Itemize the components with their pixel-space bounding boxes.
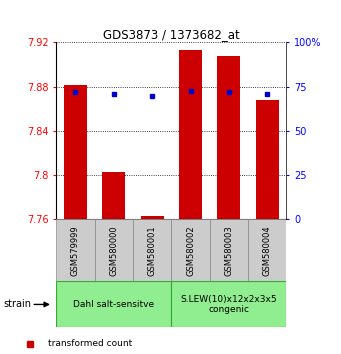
Bar <box>133 219 171 281</box>
Text: GSM580002: GSM580002 <box>186 225 195 276</box>
Bar <box>94 219 133 281</box>
Bar <box>56 219 94 281</box>
Text: GSM580001: GSM580001 <box>148 225 157 276</box>
Text: GSM580004: GSM580004 <box>263 225 272 276</box>
Text: transformed count: transformed count <box>48 339 133 348</box>
Title: GDS3873 / 1373682_at: GDS3873 / 1373682_at <box>103 28 240 41</box>
Bar <box>218 56 240 219</box>
Bar <box>56 281 171 327</box>
Bar <box>141 216 164 219</box>
Bar <box>171 281 286 327</box>
Bar <box>256 100 279 219</box>
Text: Dahl salt-sensitve: Dahl salt-sensitve <box>73 300 154 309</box>
Text: S.LEW(10)x12x2x3x5
congenic: S.LEW(10)x12x2x3x5 congenic <box>181 295 277 314</box>
Text: strain: strain <box>3 299 31 309</box>
Bar <box>102 172 125 219</box>
Bar <box>64 85 87 219</box>
Bar <box>248 219 286 281</box>
Bar <box>179 50 202 219</box>
Bar <box>210 219 248 281</box>
Text: GSM580000: GSM580000 <box>109 225 118 276</box>
Text: GSM580003: GSM580003 <box>224 225 233 276</box>
Text: GSM579999: GSM579999 <box>71 225 80 276</box>
Bar <box>171 219 210 281</box>
